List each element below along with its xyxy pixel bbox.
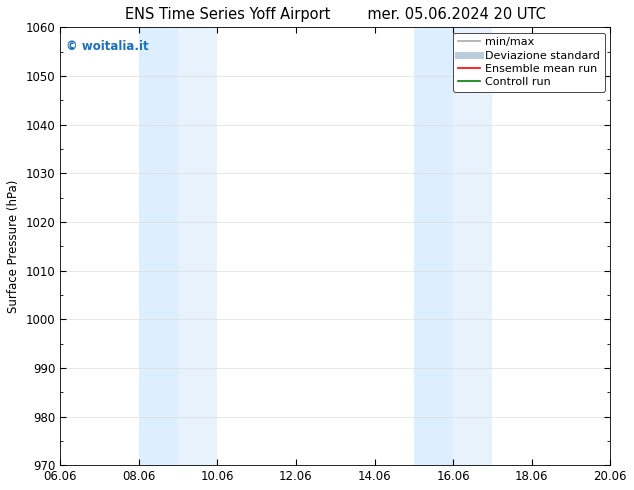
Title: ENS Time Series Yoff Airport        mer. 05.06.2024 20 UTC: ENS Time Series Yoff Airport mer. 05.06.… (125, 7, 546, 22)
Y-axis label: Surface Pressure (hPa): Surface Pressure (hPa) (7, 179, 20, 313)
Legend: min/max, Deviazione standard, Ensemble mean run, Controll run: min/max, Deviazione standard, Ensemble m… (453, 33, 605, 92)
Bar (178, 27, 217, 465)
Text: © woitalia.it: © woitalia.it (65, 40, 148, 53)
Bar (139, 27, 178, 465)
Bar (453, 27, 493, 465)
Bar (414, 27, 453, 465)
